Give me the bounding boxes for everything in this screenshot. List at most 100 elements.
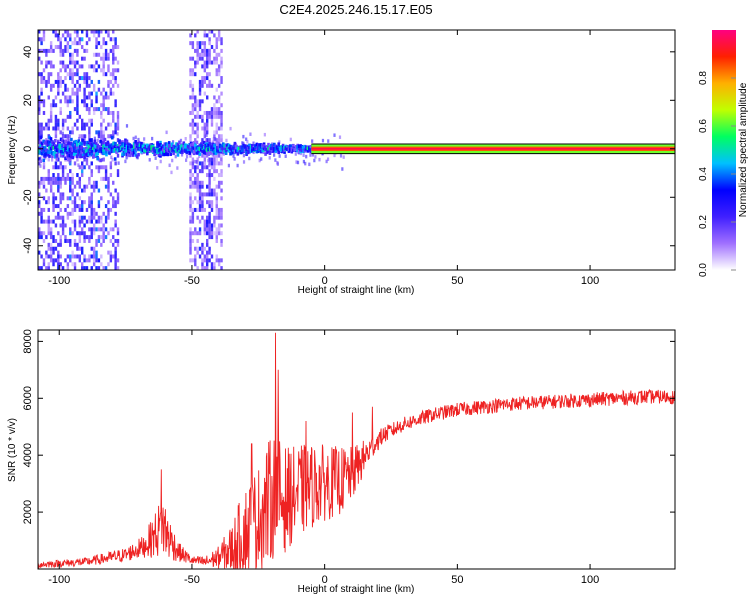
spectrogram-cell: [61, 227, 65, 232]
spectrogram-cell: [148, 158, 151, 162]
spectrogram-cell: [236, 148, 240, 153]
spectrogram-cell: [232, 146, 235, 150]
spectrogram-cell: [73, 146, 76, 150]
spectrogram-cell: [95, 37, 98, 42]
spectrogram-cell: [67, 153, 70, 158]
spectrogram-cell: [151, 136, 154, 141]
spectrogram-cell: [97, 266, 101, 270]
spectrogram-cell: [196, 103, 199, 108]
spectrogram-cell: [51, 154, 54, 159]
spectrogram-cell: [88, 95, 91, 100]
spectrogram-cell: [208, 110, 211, 115]
spectrogram-cell: [157, 143, 161, 147]
spectrogram-cell: [105, 142, 108, 147]
spectrogram-cell: [194, 95, 197, 100]
spectrogram-cell: [105, 150, 108, 154]
spectrogram-cell: [59, 48, 62, 53]
spectrogram-cell: [77, 152, 81, 156]
spectrogram-cell: [191, 165, 195, 170]
spectrogram-cell: [52, 246, 55, 251]
spectrogram-cell: [131, 145, 135, 149]
spectrogram-cell: [90, 227, 93, 232]
spectrogram-cell: [283, 148, 286, 152]
spectrogram-cell: [80, 145, 83, 150]
spectrogram-cell: [245, 147, 248, 152]
spectrogram-cell: [125, 147, 129, 151]
spectrogram-cell: [89, 151, 92, 156]
spectrogram-cell: [76, 52, 79, 57]
spectrogram-cell: [47, 95, 50, 100]
spectrogram-cell: [68, 144, 72, 149]
spectrogram-cell: [112, 242, 115, 247]
spectrogram-cell: [95, 52, 98, 57]
spectrogram-cell: [73, 37, 77, 42]
spectrogram-cell: [182, 145, 186, 149]
spectrogram-cell: [215, 99, 218, 104]
spectrogram-cell: [64, 165, 67, 170]
spectrogram-cell: [97, 200, 101, 205]
spectrogram-cell: [196, 99, 199, 104]
spectrogram-cell: [131, 153, 135, 157]
spectrogram-cell: [198, 180, 202, 185]
spectrogram-cell: [49, 180, 53, 185]
spectrogram-cell: [196, 30, 199, 34]
spectrogram-cell: [97, 134, 101, 139]
spectrogram-cell: [205, 145, 209, 149]
spectrogram-cell: [68, 147, 72, 152]
spectrogram-cell: [97, 169, 101, 174]
spectrogram-cell: [83, 215, 86, 220]
spectrogram-cell: [47, 122, 50, 127]
spectrogram-cell: [198, 246, 202, 251]
spectrogram-cell: [124, 149, 127, 153]
spectrogram-cell: [84, 134, 87, 139]
colorbar-tick-label: 0.2: [698, 215, 709, 229]
spectrogram-cell: [114, 79, 117, 84]
spectrogram-cell: [202, 140, 206, 145]
spectrogram-cell: [194, 33, 197, 38]
spectrogram-cell: [262, 146, 266, 151]
spectrogram-cell: [203, 207, 207, 212]
spectrogram-cell: [56, 139, 60, 144]
spectrogram-cell: [57, 122, 60, 127]
spectrogram-cell: [140, 144, 143, 149]
spectrogram-cell: [278, 154, 281, 158]
spectrogram-cell: [42, 99, 46, 104]
spectrogram-cell: [114, 99, 117, 104]
spectrogram-cell: [69, 33, 72, 38]
spectrogram-cell: [114, 211, 117, 216]
spectrogram-cell: [88, 118, 91, 123]
spectrogram-cell: [47, 242, 50, 247]
spectrogram-cell: [140, 141, 143, 146]
spectrogram-cell: [189, 219, 192, 224]
spectrogram-cell: [215, 41, 218, 46]
spectrogram-cell: [208, 215, 211, 220]
spectrogram-cell: [227, 143, 231, 148]
spectrogram-cell: [45, 200, 48, 205]
spectrogram-cell: [109, 48, 113, 53]
spectrogram-cell: [59, 223, 62, 228]
spectrogram-cell: [61, 122, 65, 127]
spectrogram-cell: [57, 72, 60, 77]
spectrogram-cell: [221, 142, 225, 146]
spectrogram-cell: [71, 148, 75, 153]
spectrogram-cell: [85, 122, 89, 127]
spectrogram-cell: [143, 143, 146, 148]
spectrogram-cell: [52, 173, 55, 178]
snr-ytick-label: 8000: [22, 329, 34, 353]
spectrogram-cell: [85, 219, 89, 224]
spectrogram-cell: [226, 146, 229, 151]
spectrogram-cell: [194, 130, 197, 135]
spectrogram-cell: [147, 146, 151, 150]
spectrogram-cell: [242, 143, 245, 148]
spectrogram-cell: [47, 180, 50, 185]
spectrogram-cell: [216, 148, 219, 153]
spectrogram-cell: [85, 30, 89, 34]
spectrogram-cell: [265, 145, 269, 149]
spectrogram-cell: [208, 147, 212, 152]
spectrogram-cell: [215, 107, 218, 112]
spectrogram-cell: [122, 152, 126, 156]
spectrogram-cell: [80, 262, 84, 267]
spectrogram-cell: [198, 154, 201, 159]
spectrogram-cell: [185, 154, 189, 159]
spectrogram-cell: [220, 215, 223, 220]
